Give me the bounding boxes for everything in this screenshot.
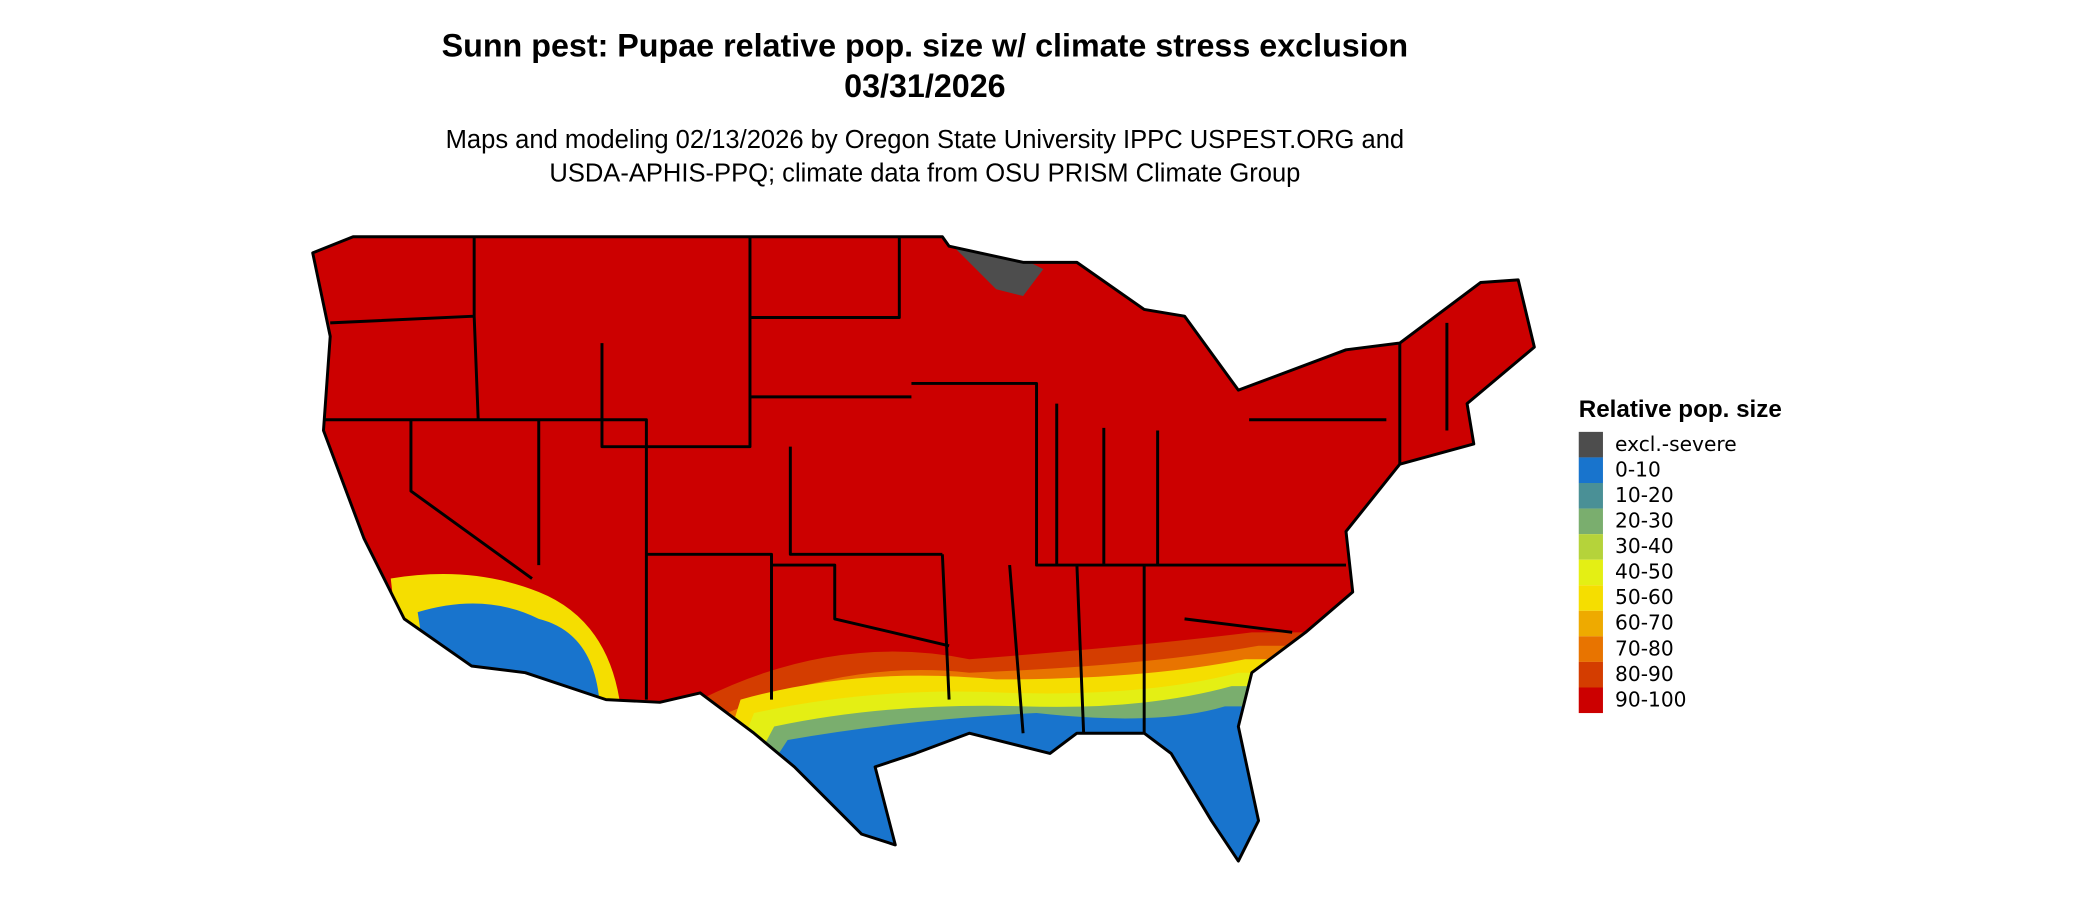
legend-label: 0-10 xyxy=(1615,457,1661,481)
legend-swatch xyxy=(1578,585,1603,611)
legend-title: Relative pop. size xyxy=(1579,396,1782,423)
legend-swatch xyxy=(1578,508,1603,535)
legend-label: 60-70 xyxy=(1615,611,1674,635)
zone-excl-severe xyxy=(949,242,1044,296)
legend: Relative pop. size excl.-severe0-1010-20… xyxy=(1578,396,1782,714)
zone-90-100 xyxy=(312,236,1535,862)
legend-label: 40-50 xyxy=(1615,560,1674,584)
legend-label: 90-100 xyxy=(1615,687,1686,711)
legend-swatch xyxy=(1578,636,1603,662)
legend-swatch xyxy=(1578,661,1603,688)
title: Sunn pest: Pupae relative pop. size w/ c… xyxy=(442,28,1409,64)
legend-label: excl.-severe xyxy=(1615,432,1737,456)
title: 03/31/2026 xyxy=(844,68,1006,104)
legend-label: 30-40 xyxy=(1615,534,1674,558)
legend-swatch xyxy=(1578,687,1603,714)
legend-swatch xyxy=(1578,457,1603,483)
subtitle: Maps and modeling 02/13/2026 by Oregon S… xyxy=(446,126,1405,154)
legend-swatch xyxy=(1578,482,1603,509)
map xyxy=(312,236,1535,862)
legend-label: 10-20 xyxy=(1615,483,1674,507)
legend-label: 50-60 xyxy=(1615,585,1674,609)
legend-label: 80-90 xyxy=(1615,662,1674,686)
legend-swatch xyxy=(1578,559,1603,586)
legend-label: 70-80 xyxy=(1615,636,1674,660)
legend-label: 20-30 xyxy=(1615,509,1674,533)
state-lines xyxy=(323,236,1449,734)
legend-swatch xyxy=(1578,534,1603,560)
subtitle: USDA-APHIS-PPQ; climate data from OSU PR… xyxy=(549,160,1300,188)
legend-swatch xyxy=(1578,431,1603,458)
legend-swatch xyxy=(1578,610,1603,637)
